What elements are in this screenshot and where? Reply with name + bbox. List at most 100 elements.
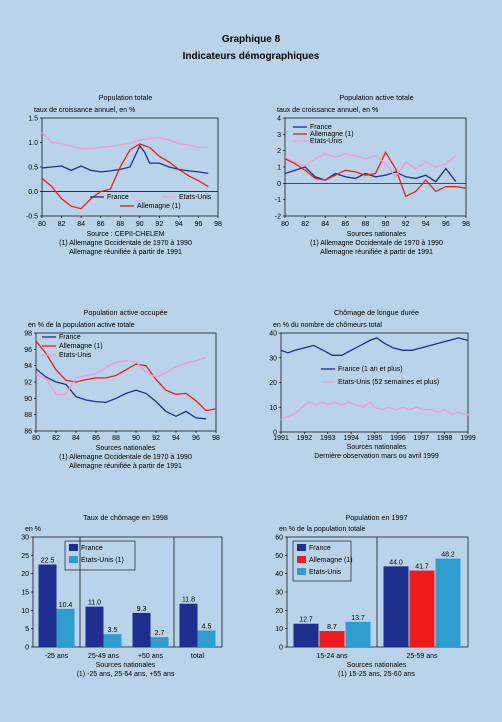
chart-title: Population totale — [99, 93, 153, 102]
y-tick-label: 50 — [275, 553, 283, 560]
x-tick-label: 92 — [155, 221, 163, 228]
chart-body: Taux de chômage en 1998 en % 0 5 10 15 20 25 30 2… — [21, 513, 223, 678]
legend-label: France — [309, 545, 331, 552]
y-tick-label: 92 — [24, 380, 32, 387]
y-tick-label: 20 — [21, 571, 29, 578]
y-tick-label: 0.5 — [28, 165, 38, 172]
chart-note: Sources nationales — [347, 662, 407, 669]
series-line-etats-unis-52-semaines-et-plus — [280, 401, 471, 421]
y-tick-label: 10 — [275, 626, 283, 633]
chart-title: Taux de chômage en 1998 — [83, 513, 168, 522]
chart-title: Population en 1997 — [346, 513, 408, 522]
y-tick-label: 1.5 — [28, 116, 38, 123]
x-tick-label: 1994 — [343, 435, 359, 442]
bar — [409, 570, 435, 647]
bar — [56, 608, 75, 647]
y-tick-label: 86 — [24, 429, 32, 436]
x-tick-label: 88 — [112, 435, 120, 442]
bar-value-label: 2.7 — [155, 630, 165, 637]
chart-chomage-longue-duree: Chômage de longue durée en % du nombre de… — [269, 308, 476, 460]
legend-label: Etats-Unis — [59, 352, 92, 359]
y-tick-label: 90 — [24, 396, 32, 403]
chart-note: Sources nationales — [347, 231, 407, 238]
y-tick-label: 20 — [269, 380, 277, 387]
y-tick-label: 96 — [24, 347, 32, 354]
legend-label: Etats-Unis — [310, 138, 343, 145]
bar-value-label: 9.3 — [137, 606, 147, 613]
bar-value-label: 3.5 — [108, 627, 118, 634]
bar-value-label: 48.2 — [441, 552, 455, 559]
y-tick-label: 30 — [269, 355, 277, 362]
x-tick-label: 1996 — [390, 435, 406, 442]
x-tick-label: 82 — [52, 435, 60, 442]
chart-taux-chomage-1998: Taux de chômage en 1998 en % 0 5 10 15 20 25 30 2… — [21, 513, 223, 678]
chart-note: (1) 15-25 ans, 25-60 ans — [338, 671, 415, 678]
y-axis-label: en % de la population active totale — [28, 322, 135, 329]
chart-note: Allemagne réunifiée à partir de 1991 — [69, 463, 182, 470]
y-tick-label: 0.0 — [28, 189, 38, 196]
bar-value-label: 11.0 — [88, 600, 101, 607]
y-tick-label: 1.0 — [28, 140, 38, 147]
legend-label: Etats-Unis (1) — [81, 557, 124, 564]
legend-swatch — [69, 556, 78, 563]
x-category-label: 15-24 ans — [316, 653, 348, 660]
chart-note: Sources nationales — [96, 445, 156, 452]
y-tick-label: 40 — [269, 331, 277, 338]
x-tick-label: 88 — [116, 221, 124, 228]
x-tick-label: 90 — [382, 221, 390, 228]
bar — [132, 612, 151, 647]
legend-label: France (1 an et plus) — [338, 366, 403, 373]
bar — [197, 630, 216, 647]
series-line-france — [284, 166, 457, 183]
x-tick-label: 84 — [72, 435, 80, 442]
y-tick-label: 98 — [24, 331, 32, 338]
bar-value-label: 11.8 — [182, 597, 195, 604]
y-tick-label: 88 — [24, 412, 32, 419]
chart-body: Population active occupée en % de la popu… — [24, 308, 220, 470]
legend-label: Allemagne (1) — [59, 343, 103, 350]
x-tick-label: 98 — [462, 221, 470, 228]
chart-body: Population en 1997 en % de la population … — [275, 513, 469, 678]
bar-value-label: 22.5 — [41, 558, 55, 565]
series-line-allemagne-1 — [284, 150, 467, 198]
x-tick-label: 92 — [402, 221, 410, 228]
legend-label: Etats-Unis (52 semaines et plus) — [338, 379, 439, 386]
y-tick-label: 20 — [275, 608, 283, 615]
x-tick-label: 1993 — [320, 435, 336, 442]
x-tick-label: 84 — [321, 221, 329, 228]
y-tick-label: 94 — [24, 363, 32, 370]
chart-note: Sources nationales — [347, 444, 407, 451]
y-tick-label: 0 — [25, 645, 29, 652]
x-tick-label: 82 — [58, 221, 66, 228]
y-tick-label: 5 — [25, 626, 29, 633]
bar — [345, 621, 371, 647]
chart-population-totale: Population totale taux de croissance annu… — [26, 93, 222, 256]
y-tick-label: -0.5 — [26, 214, 38, 221]
bar — [179, 603, 198, 647]
y-tick-label: 40 — [275, 571, 283, 578]
bar-value-label: 4.5 — [202, 624, 212, 631]
x-tick-label: 80 — [32, 435, 40, 442]
y-tick-label: 2 — [277, 148, 281, 155]
y-tick-label: 1 — [277, 165, 281, 172]
x-category-label: total — [191, 653, 205, 660]
y-axis-label: en % de la population totale — [279, 526, 366, 533]
x-tick-label: 94 — [172, 435, 180, 442]
legend-label: France — [81, 545, 103, 552]
y-tick-label: 0 — [279, 645, 283, 652]
bar-value-label: 12.7 — [299, 617, 313, 624]
x-tick-label: 88 — [362, 221, 370, 228]
y-tick-label: 15 — [21, 590, 29, 597]
legend-label: Etats-Unis — [309, 569, 342, 576]
x-tick-label: 1997 — [413, 435, 429, 442]
x-tick-label: 82 — [301, 221, 309, 228]
x-tick-label: 94 — [422, 221, 430, 228]
y-tick-label: 30 — [21, 535, 29, 542]
series-line-etats-unis — [35, 356, 207, 395]
chart-note: Sources nationales — [96, 662, 156, 669]
series-line-france-1-an-et-plus — [280, 337, 469, 356]
x-category-label: 25-59 ans — [406, 653, 438, 660]
chart-title: Population active totale — [339, 93, 413, 102]
x-tick-label: 80 — [38, 221, 46, 228]
bar — [103, 634, 122, 647]
